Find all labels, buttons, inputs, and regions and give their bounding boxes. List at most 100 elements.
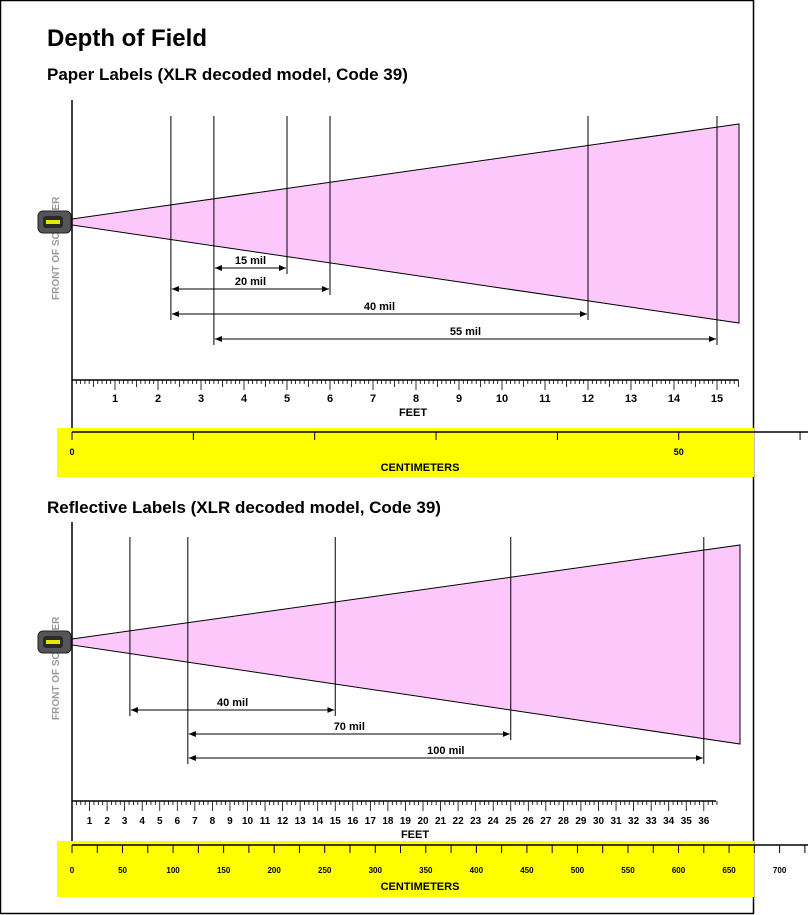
centimeters-axis: 0 50 100 150 200 250 300 350 400 450 500 550 600 650 7… <box>70 844 808 875</box>
feet-tick-label: 22 <box>453 816 465 827</box>
feet-tick-label: 2 <box>155 393 161 405</box>
feet-tick-label: 34 <box>663 816 675 827</box>
reflective-labels-panel: Reflective Labels (XLR decoded model, Co… <box>37 498 808 897</box>
feet-tick-label: 15 <box>330 816 342 827</box>
feet-tick-label: 9 <box>227 816 233 827</box>
feet-tick-label: 12 <box>582 393 594 405</box>
centimeters-axis-label: CENTIMETERS <box>381 462 460 474</box>
cm-tick-label: 100 <box>166 866 180 875</box>
feet-tick-label: 35 <box>681 816 693 827</box>
panel-heading: Paper Labels (XLR decoded model, Code 39… <box>47 65 408 84</box>
feet-tick-label: 17 <box>365 816 377 827</box>
feet-axis-label: FEET <box>399 407 427 419</box>
feet-tick-label: 1 <box>112 393 118 405</box>
feet-tick-label: 3 <box>198 393 204 405</box>
figure-title: Depth of Field <box>47 25 207 52</box>
cm-tick-label: 650 <box>722 866 736 875</box>
feet-tick-label: 19 <box>400 816 412 827</box>
cm-tick-label: 600 <box>672 866 686 875</box>
feet-tick-label: 6 <box>327 393 333 405</box>
feet-tick-label: 14 <box>668 393 681 405</box>
feet-tick-label: 1 <box>87 816 93 827</box>
feet-tick-label: 12 <box>277 816 289 827</box>
cm-tick-label: 0 <box>70 866 75 875</box>
range-label: 20 mil <box>235 276 266 288</box>
scan-cone <box>71 123 740 324</box>
feet-tick-label: 36 <box>698 816 710 827</box>
feet-tick-label: 23 <box>470 816 482 827</box>
feet-tick-label: 18 <box>382 816 394 827</box>
feet-tick-label: 11 <box>260 816 271 827</box>
scanner-beam <box>46 220 60 224</box>
barcode-scanner-icon <box>37 630 72 654</box>
feet-tick-label: 25 <box>505 816 517 827</box>
feet-axis: 1 2 3 4 5 6 7 8 9 10 11 12 13 14 15 16 17 18 19 20 21 22 23 24 2… <box>72 800 718 827</box>
cm-tick-label: 450 <box>520 866 534 875</box>
centimeters-band <box>57 428 754 477</box>
cm-tick-label: 50 <box>118 866 127 875</box>
cm-tick-label: 500 <box>571 866 585 875</box>
range-label: 70 mil <box>334 721 365 733</box>
range-label: 40 mil <box>217 697 248 709</box>
range-layer: 40 mil 70 mil 100 mil <box>129 537 705 764</box>
feet-tick-label: 9 <box>456 393 462 405</box>
front-of-scanner-label: FRONT OF SCANNER <box>51 196 62 300</box>
range-label: 40 mil <box>364 301 395 313</box>
feet-tick-label: 14 <box>312 816 324 827</box>
cm-tick-label: 300 <box>369 866 383 875</box>
feet-tick-label: 15 <box>711 393 723 405</box>
cm-tick-label: 250 <box>318 866 332 875</box>
feet-tick-label: 31 <box>610 816 622 827</box>
feet-tick-label: 8 <box>413 393 419 405</box>
scan-cone-layer <box>71 123 740 324</box>
feet-tick-label: 8 <box>210 816 216 827</box>
feet-tick-label: 4 <box>139 816 145 827</box>
feet-tick-label: 24 <box>488 816 500 827</box>
paper-labels-panel: Paper Labels (XLR decoded model, Code 39… <box>37 65 808 477</box>
feet-tick-label: 20 <box>417 816 429 827</box>
front-of-scanner-label: FRONT OF SCANNER <box>51 616 62 720</box>
feet-tick-label: 6 <box>175 816 181 827</box>
feet-tick-label: 10 <box>496 393 508 405</box>
feet-tick-label: 11 <box>539 393 551 405</box>
scan-cone-layer <box>71 544 741 745</box>
feet-tick-label: 13 <box>295 816 307 827</box>
feet-tick-label: 2 <box>104 816 110 827</box>
range-label: 100 mil <box>427 745 464 757</box>
feet-tick-label: 7 <box>370 393 376 405</box>
range-layer: 15 mil 20 mil 40 mil 55 mil <box>170 116 718 345</box>
feet-tick-label: 32 <box>628 816 640 827</box>
feet-tick-label: 4 <box>241 393 248 405</box>
feet-axis-label: FEET <box>401 829 429 841</box>
range-label: 55 mil <box>450 326 481 338</box>
scan-cone <box>71 544 741 745</box>
cm-tick-label: 200 <box>267 866 281 875</box>
cm-tick-label: 700 <box>773 866 787 875</box>
cm-tick-label: 400 <box>470 866 484 875</box>
feet-tick-label: 29 <box>575 816 587 827</box>
cm-tick-label: 150 <box>217 866 231 875</box>
range-label: 15 mil <box>235 255 266 267</box>
feet-axis: 1 2 3 4 5 6 7 8 9 10 11 12 13 14 15 <box>72 379 739 405</box>
feet-tick-label: 7 <box>192 816 198 827</box>
feet-tick-label: 26 <box>523 816 535 827</box>
cm-tick-label: 550 <box>621 866 635 875</box>
scanner-beam <box>46 640 60 644</box>
feet-tick-label: 13 <box>625 393 637 405</box>
feet-tick-label: 5 <box>284 393 290 405</box>
feet-tick-label: 10 <box>242 816 254 827</box>
feet-tick-label: 33 <box>646 816 658 827</box>
centimeters-axis-label: CENTIMETERS <box>381 881 460 893</box>
feet-tick-label: 27 <box>540 816 552 827</box>
panel-heading: Reflective Labels (XLR decoded model, Co… <box>47 498 441 517</box>
feet-tick-label: 3 <box>122 816 128 827</box>
feet-tick-label: 30 <box>593 816 605 827</box>
feet-tick-label: 16 <box>347 816 359 827</box>
barcode-scanner-icon <box>37 210 72 234</box>
cm-tick-label: 50 <box>674 447 684 457</box>
cm-tick-label: 0 <box>69 447 74 457</box>
feet-tick-label: 5 <box>157 816 163 827</box>
